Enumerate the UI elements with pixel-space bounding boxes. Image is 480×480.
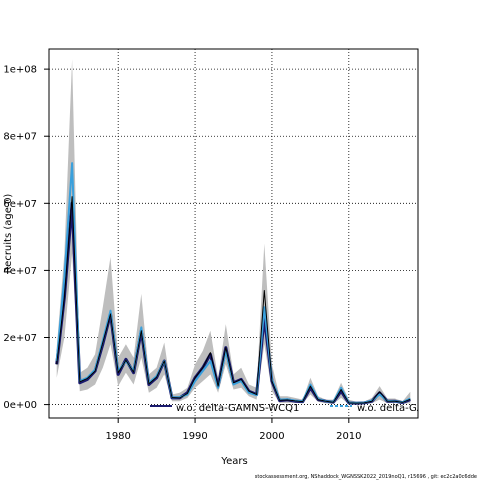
- y-tick-label: 1e+08: [3, 65, 37, 76]
- series-line-3: [56, 196, 411, 404]
- legend-label-1: w.o. delta-GAMNS-WCQ1: [176, 403, 299, 414]
- x-tick-label: 2000: [259, 431, 284, 442]
- confidence-band-area: [56, 59, 411, 405]
- y-axis-title: Recruits (age 0): [3, 194, 14, 274]
- y-tick-label: 8e+07: [3, 132, 37, 143]
- legend-label-2: w.o. delta-GA: [357, 403, 424, 414]
- footer-credit: stockassessment.org, NShaddock_WGNSSK202…: [255, 474, 477, 480]
- legend-items: w.o. delta-GAMNS-WCQ1 w.o. delta-GA: [150, 403, 424, 414]
- x-axis: 1980 1990 2000 2010: [105, 418, 362, 442]
- confidence-band: [56, 59, 411, 405]
- y-tick-label: 2e+07: [3, 333, 37, 344]
- y-tick-label: 6e+07: [3, 199, 37, 210]
- y-axis: 0e+00 2e+07 4e+07 6e+07 8e+07 1e+08: [3, 65, 49, 411]
- legend: w.o. delta-GAMNS-WCQ1 w.o. delta-GA: [150, 403, 424, 414]
- y-tick-label: 0e+00: [3, 400, 37, 411]
- x-tick-label: 2010: [336, 431, 361, 442]
- y-tick-label: 4e+07: [3, 266, 37, 277]
- plot-frame: [48, 48, 419, 419]
- series-lines: [55, 162, 411, 405]
- x-tick-label: 1980: [105, 431, 130, 442]
- x-tick-label: 1990: [182, 431, 207, 442]
- x-axis-title: Years: [220, 456, 247, 467]
